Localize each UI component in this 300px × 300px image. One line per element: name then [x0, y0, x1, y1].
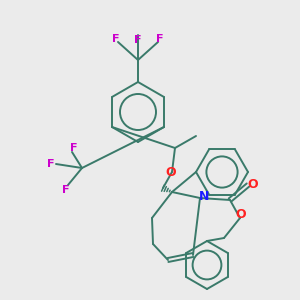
Text: F: F [134, 35, 142, 45]
Text: O: O [248, 178, 258, 191]
Text: F: F [47, 159, 55, 169]
Text: F: F [70, 143, 78, 153]
Text: N: N [199, 190, 209, 203]
Text: F: F [62, 185, 70, 195]
Text: F: F [112, 34, 120, 44]
Text: O: O [236, 208, 246, 220]
Text: F: F [156, 34, 164, 44]
Text: O: O [166, 166, 176, 178]
